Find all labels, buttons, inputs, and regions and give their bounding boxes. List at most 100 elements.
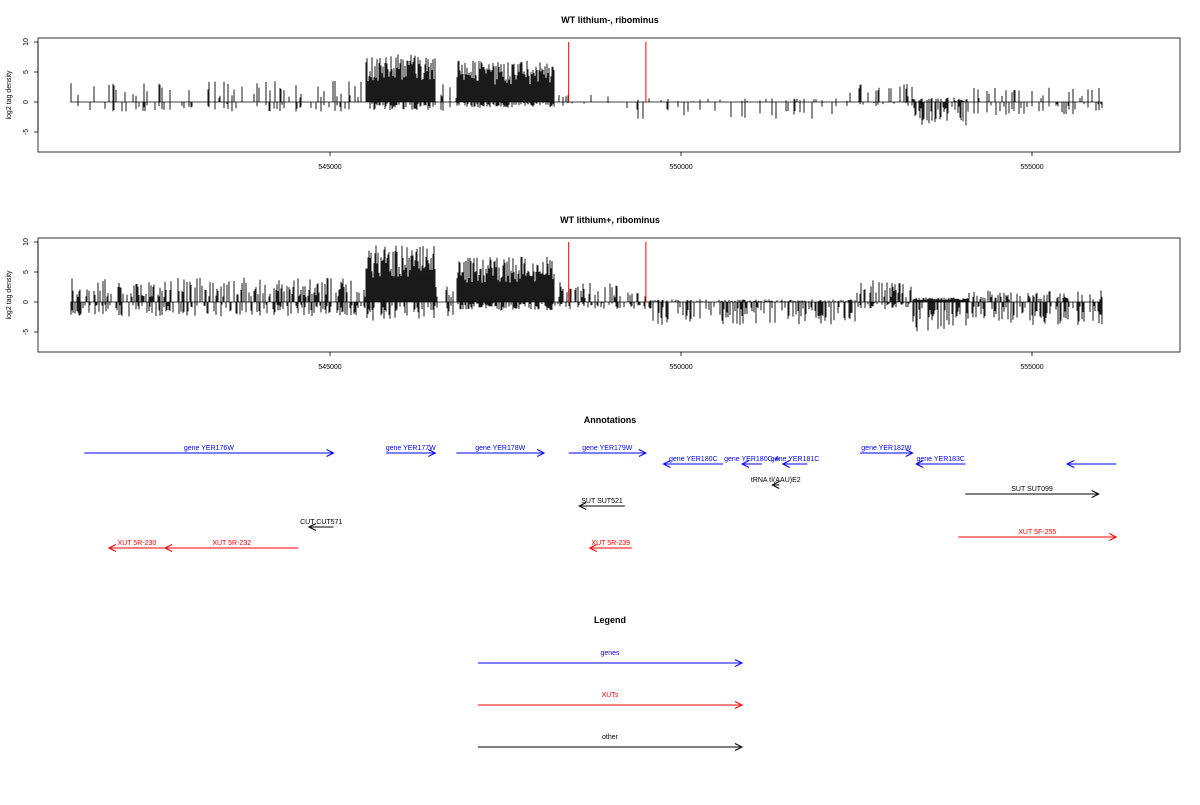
feature-xuts: XUT 5R-230	[107, 540, 166, 552]
feature-label: XUT 5R-230	[118, 540, 157, 547]
feature-label: gene YER183C	[916, 456, 965, 463]
x-tick-label: 550000	[669, 164, 692, 171]
marker-lines	[568, 242, 647, 302]
feature-genes: gene YER178W	[456, 445, 546, 457]
feature-label: gene YER178W	[475, 445, 525, 452]
annotations-title: Annotations	[584, 415, 637, 425]
feature-arrow	[1065, 460, 1117, 468]
legend-label: XUTs	[602, 692, 619, 699]
legend-label: other	[602, 734, 619, 741]
feature-label: XUT 5R-232	[212, 540, 251, 547]
feature-genes: gene YER180C-A	[724, 456, 780, 468]
feature-genes: gene YER183C	[915, 456, 966, 468]
feature-arrow	[958, 533, 1118, 541]
feature-label: SUT SUT099	[1011, 486, 1053, 493]
feature-label: XUT 5F-255	[1018, 529, 1056, 536]
x-axis: 545000 550000 555000	[318, 352, 1044, 371]
x-axis: 545000 550000 555000	[318, 152, 1044, 171]
y-tick-label: 5	[23, 270, 30, 274]
legend-panel: Legend genes XUTs other	[478, 615, 744, 751]
legend-items: genes XUTs other	[478, 650, 744, 751]
bar-series	[70, 245, 1103, 332]
feature-arrow	[771, 481, 780, 489]
legend-title: Legend	[594, 615, 626, 625]
track-lithium-minus: WT lithium-, ribominus log2 tag density …	[6, 15, 1181, 171]
y-tick-label: 10	[23, 38, 30, 46]
marker-lines	[568, 42, 647, 102]
legend-label: genes	[600, 650, 620, 657]
feature-genes: gene YER179W	[568, 445, 648, 457]
track-lithium-plus: WT lithium+, ribominus log2 tag density …	[6, 215, 1181, 371]
y-tick-label: 0	[23, 100, 30, 104]
feature-arrow	[965, 490, 1100, 498]
feature-other: SUT SUT521	[578, 498, 625, 510]
y-tick-label: -5	[23, 329, 30, 335]
feature-arrow	[860, 449, 914, 457]
feature-xuts: XUT 5F-255	[958, 529, 1118, 541]
feature-genes	[1065, 460, 1117, 468]
bar-group	[70, 245, 1103, 332]
x-tick-label: 545000	[318, 364, 341, 371]
feature-arrow	[107, 544, 166, 552]
feature-arrow	[588, 544, 632, 552]
x-tick-label: 555000	[1020, 164, 1043, 171]
feature-arrow	[307, 523, 334, 531]
feature-arrow	[662, 460, 724, 468]
y-tick-label: 10	[23, 238, 30, 246]
feature-other: tRNA tI(AAU)E2	[751, 477, 801, 489]
y-axis-label: log2 tag density	[6, 270, 13, 320]
x-tick-label: 555000	[1020, 364, 1043, 371]
legend-item-xuts: XUTs	[478, 692, 744, 709]
feature-label: gene YER182W	[861, 445, 911, 452]
legend-item-genes: genes	[478, 650, 744, 667]
feature-arrow	[386, 449, 437, 457]
feature-arrow	[568, 449, 648, 457]
bar-group	[70, 54, 1103, 126]
feature-genes: gene YER181C	[771, 456, 820, 468]
y-axis: 10 5 0 -5	[23, 38, 39, 135]
annotation-features: gene YER176W gene YER177W gene YER178W gene…	[84, 445, 1118, 552]
legend-item-other: other	[478, 734, 744, 751]
feature-label: CUT CUT571	[300, 519, 342, 526]
feature-label: gene YER181C	[771, 456, 820, 463]
feature-label: gene YER177W	[386, 445, 436, 452]
feature-label: gene YER180C-A	[724, 456, 780, 463]
feature-label: gene YER179W	[582, 445, 632, 452]
feature-arrow	[456, 449, 546, 457]
y-tick-label: 0	[23, 300, 30, 304]
track-title: WT lithium-, ribominus	[561, 15, 659, 25]
feature-arrow	[478, 743, 744, 751]
x-tick-label: 545000	[318, 164, 341, 171]
feature-label: XUT 5R-239	[591, 540, 630, 547]
feature-arrow	[478, 701, 744, 709]
feature-arrow	[578, 502, 625, 510]
feature-other: SUT SUT099	[965, 486, 1100, 498]
feature-arrow	[915, 460, 966, 468]
x-tick-label: 550000	[669, 364, 692, 371]
feature-label: tRNA tI(AAU)E2	[751, 477, 801, 484]
annotations-panel: Annotations gene YER176W gene YER177W gene…	[84, 415, 1118, 552]
feature-genes: gene YER182W	[860, 445, 914, 457]
y-axis: 10 5 0 -5	[23, 238, 39, 335]
feature-arrow	[740, 460, 762, 468]
feature-label: SUT SUT521	[581, 498, 623, 505]
y-tick-label: 5	[23, 70, 30, 74]
feature-arrow	[781, 460, 808, 468]
plot-frame	[37, 237, 1181, 353]
feature-genes: gene YER176W	[84, 445, 335, 457]
bar-series	[70, 54, 1103, 126]
feature-arrow	[84, 449, 335, 457]
feature-label: gene YER176W	[184, 445, 234, 452]
feature-arrow	[478, 659, 744, 667]
y-axis-label: log2 tag density	[6, 70, 13, 120]
y-tick-label: -5	[23, 129, 30, 135]
feature-other: CUT CUT571	[300, 519, 342, 531]
track-title: WT lithium+, ribominus	[560, 215, 660, 225]
feature-label: gene YER180C	[669, 456, 718, 463]
feature-genes: gene YER180C	[662, 456, 724, 468]
feature-arrow	[163, 544, 299, 552]
feature-genes: gene YER177W	[386, 445, 437, 457]
feature-xuts: XUT 5R-239	[588, 540, 632, 552]
feature-xuts: XUT 5R-232	[163, 540, 299, 552]
